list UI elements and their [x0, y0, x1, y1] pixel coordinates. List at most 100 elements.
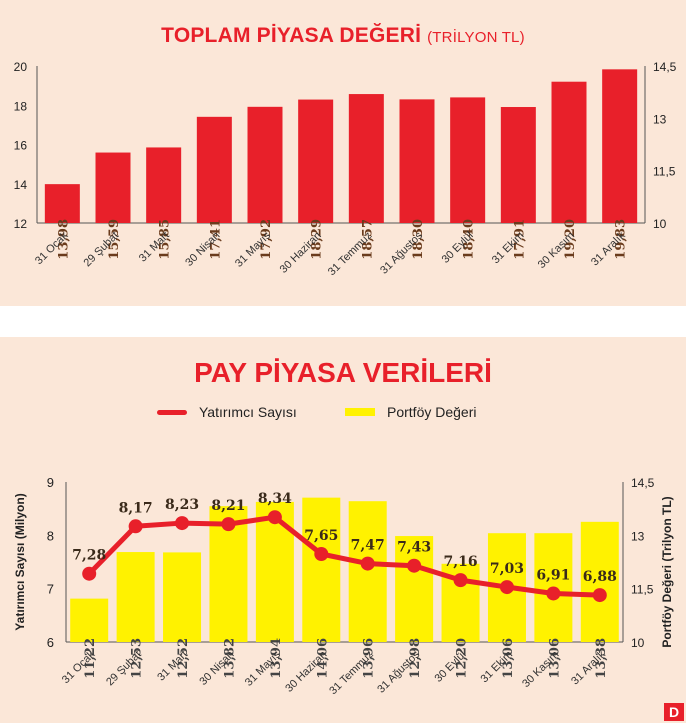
market-value-bar — [500, 107, 536, 223]
investor-count-label: 6,91 — [536, 567, 570, 583]
market-value-y2-tick: 10 — [653, 217, 667, 231]
portfolio-value-label: 12,53 — [130, 638, 145, 679]
equity-y2-tick: 10 — [631, 636, 645, 650]
investor-count-label: 8,21 — [211, 498, 245, 514]
investor-count-point — [221, 517, 236, 532]
market-value-y2-tick: 11,5 — [653, 165, 676, 179]
equity-y-tick: 7 — [47, 582, 54, 597]
portfolio-value-label: 14,06 — [315, 638, 330, 679]
legend-investors: Yatırımcı Sayısı — [157, 404, 297, 420]
legend-investors-label: Yatırımcı Sayısı — [199, 404, 297, 420]
legend-portfolio-label: Portföy Değeri — [387, 404, 477, 420]
investor-count-point — [314, 547, 329, 561]
portfolio-value-label: 13,94 — [269, 638, 284, 679]
investor-count-label: 7,03 — [490, 561, 524, 577]
legend-investors-swatch — [157, 409, 187, 415]
portfolio-value-label: 13,38 — [594, 638, 609, 679]
portfolio-value-bar — [348, 501, 387, 642]
market-value-y-tick: 20 — [14, 60, 28, 74]
investor-count-label: 8,23 — [165, 497, 199, 513]
market-value-data-label: 15,59 — [107, 219, 122, 260]
portfolio-value-label: 12,98 — [408, 638, 423, 679]
investor-count-point — [453, 573, 468, 588]
market-value-title: TOPLAM PİYASA DEĞERİ (TRİLYON TL) — [0, 24, 686, 48]
portfolio-value-bar — [302, 497, 341, 642]
portfolio-value-label: 12,52 — [176, 638, 191, 679]
investor-count-label: 7,28 — [72, 548, 106, 564]
market-value-y2-tick: 13 — [653, 112, 667, 126]
market-value-bar — [44, 184, 80, 223]
investor-count-label: 7,65 — [304, 528, 338, 544]
market-value-data-label: 17,92 — [259, 219, 274, 260]
equity-market-panel — [0, 337, 686, 723]
investor-count-point — [82, 566, 97, 581]
market-value-y2-tick: 14,5 — [653, 60, 677, 74]
investor-count-label: 6,88 — [583, 569, 617, 585]
investor-count-point — [360, 556, 375, 571]
equity-y2-tick: 11,5 — [631, 583, 654, 597]
market-value-bar — [348, 94, 384, 223]
equity-market-title: PAY PİYASA VERİLERİ — [194, 357, 492, 388]
investor-count-point — [592, 588, 607, 603]
equity-y2-axis-label: Portföy Değeri (Trilyon TL) — [660, 496, 674, 647]
investor-count-point — [267, 510, 282, 525]
market-value-title-text: TOPLAM PİYASA DEĞERİ — [161, 24, 422, 47]
investor-count-label: 7,43 — [397, 540, 431, 556]
portfolio-value-bar — [395, 536, 434, 642]
investor-count-label: 7,47 — [351, 538, 385, 554]
investor-count-label: 8,17 — [119, 500, 153, 516]
equity-y-tick: 6 — [47, 635, 54, 650]
investor-count-label: 8,34 — [258, 491, 292, 507]
equity-y2-tick: 14,5 — [631, 476, 655, 490]
market-value-bar — [95, 152, 131, 223]
market-value-title-unit: (TRİLYON TL) — [427, 29, 525, 46]
portfolio-value-label: 13,96 — [362, 638, 377, 679]
equity-y2-tick: 13 — [631, 529, 645, 543]
portfolio-value-bar — [70, 598, 109, 642]
portfolio-value-label: 11,22 — [83, 638, 98, 679]
market-value-bar — [298, 99, 334, 223]
investor-count-point — [546, 586, 561, 601]
publisher-logo: D — [664, 703, 684, 721]
market-value-bar — [450, 97, 486, 223]
market-value-bar — [196, 116, 232, 223]
market-value-bar — [551, 81, 587, 223]
investor-count-point — [407, 558, 422, 573]
market-value-data-label: 19,83 — [614, 219, 629, 260]
portfolio-value-label: 13,06 — [547, 638, 562, 679]
market-value-y-tick: 16 — [14, 139, 28, 153]
investor-count-label: 7,16 — [443, 554, 477, 570]
market-value-data-label: 18,57 — [360, 219, 375, 260]
market-value-data-label: 15,85 — [158, 219, 173, 260]
equity-y-tick: 9 — [47, 475, 54, 490]
legend-portfolio-swatch — [345, 408, 375, 416]
equity-y-tick: 8 — [47, 528, 54, 543]
market-value-data-label: 13,98 — [56, 219, 71, 260]
investor-count-point — [128, 519, 143, 534]
portfolio-value-bar — [163, 552, 202, 642]
market-value-data-label: 18,30 — [411, 219, 426, 260]
investor-count-point — [499, 580, 514, 595]
market-value-y-tick: 14 — [14, 178, 28, 192]
investor-count-point — [175, 516, 190, 531]
market-value-data-label: 18,40 — [462, 219, 477, 260]
portfolio-value-bar — [580, 521, 619, 642]
market-value-bar — [146, 147, 182, 223]
legend-portfolio: Portföy Değeri — [345, 404, 476, 420]
market-value-bar — [602, 69, 638, 224]
market-value-y-tick: 18 — [14, 99, 28, 113]
investor-count-line — [87, 514, 600, 598]
market-value-data-label: 17,91 — [512, 219, 527, 260]
market-value-bar — [247, 106, 283, 223]
market-value-data-label: 18,29 — [310, 219, 325, 260]
market-value-bar — [399, 99, 435, 223]
portfolio-value-label: 12,20 — [455, 638, 470, 679]
market-value-y-tick: 12 — [14, 217, 28, 231]
portfolio-value-label: 13,82 — [222, 638, 237, 679]
portfolio-value-label: 13,06 — [501, 638, 516, 679]
market-value-data-label: 19,20 — [563, 219, 578, 260]
equity-y-axis-label: Yatırımcı Sayısı (Milyon) — [13, 493, 27, 630]
portfolio-value-bar — [116, 552, 155, 642]
market-value-data-label: 17,41 — [208, 219, 223, 260]
